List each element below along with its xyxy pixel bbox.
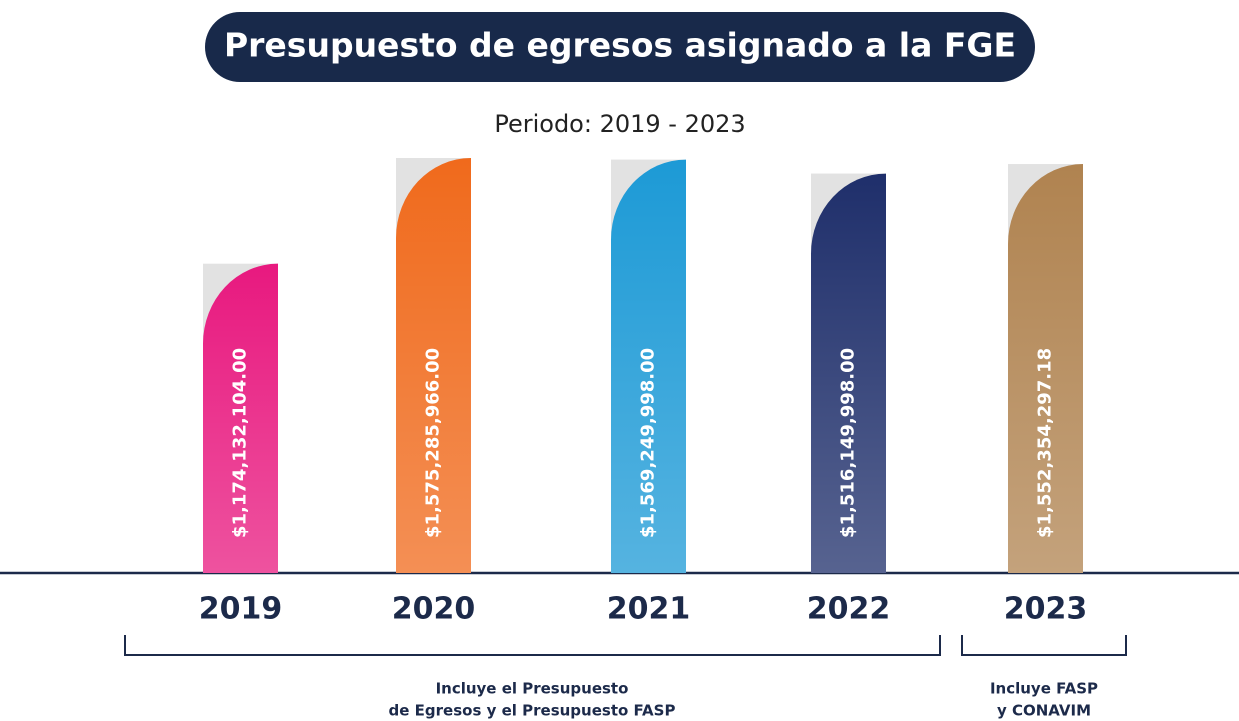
- annotation: y CONAVIM: [997, 702, 1091, 720]
- x-tick-label: 2021: [607, 592, 691, 627]
- bracket: [961, 635, 1127, 656]
- value-label: $1,552,354,297.18: [1035, 348, 1056, 538]
- bar-shine: [611, 159, 686, 573]
- annotation: Incluye el Presupuesto: [436, 680, 629, 698]
- value-label: $1,569,249,998.00: [638, 348, 659, 538]
- chart-subtitle: Periodo: 2019 - 2023: [494, 110, 745, 138]
- bar-shine: [203, 263, 278, 573]
- value-label: $1,174,132,104.00: [230, 348, 251, 538]
- x-tick-label: 2020: [392, 592, 476, 627]
- title-pill: [205, 12, 1035, 82]
- x-tick-label: 2022: [807, 592, 891, 627]
- bar-shine: [1008, 164, 1083, 574]
- x-tick-label: 2019: [199, 592, 283, 627]
- bar-shine: [396, 158, 471, 573]
- annotation: de Egresos y el Presupuesto FASP: [389, 702, 676, 720]
- value-label: $1,516,149,998.00: [838, 348, 859, 538]
- value-label: $1,575,285,966.00: [423, 348, 444, 538]
- annotation: Incluye FASP: [990, 680, 1098, 698]
- chart-title: Presupuesto de egresos asignado a la FGE: [224, 26, 1016, 65]
- x-tick-label: 2023: [1004, 592, 1088, 627]
- bar-shine: [811, 173, 886, 573]
- bracket: [124, 635, 941, 656]
